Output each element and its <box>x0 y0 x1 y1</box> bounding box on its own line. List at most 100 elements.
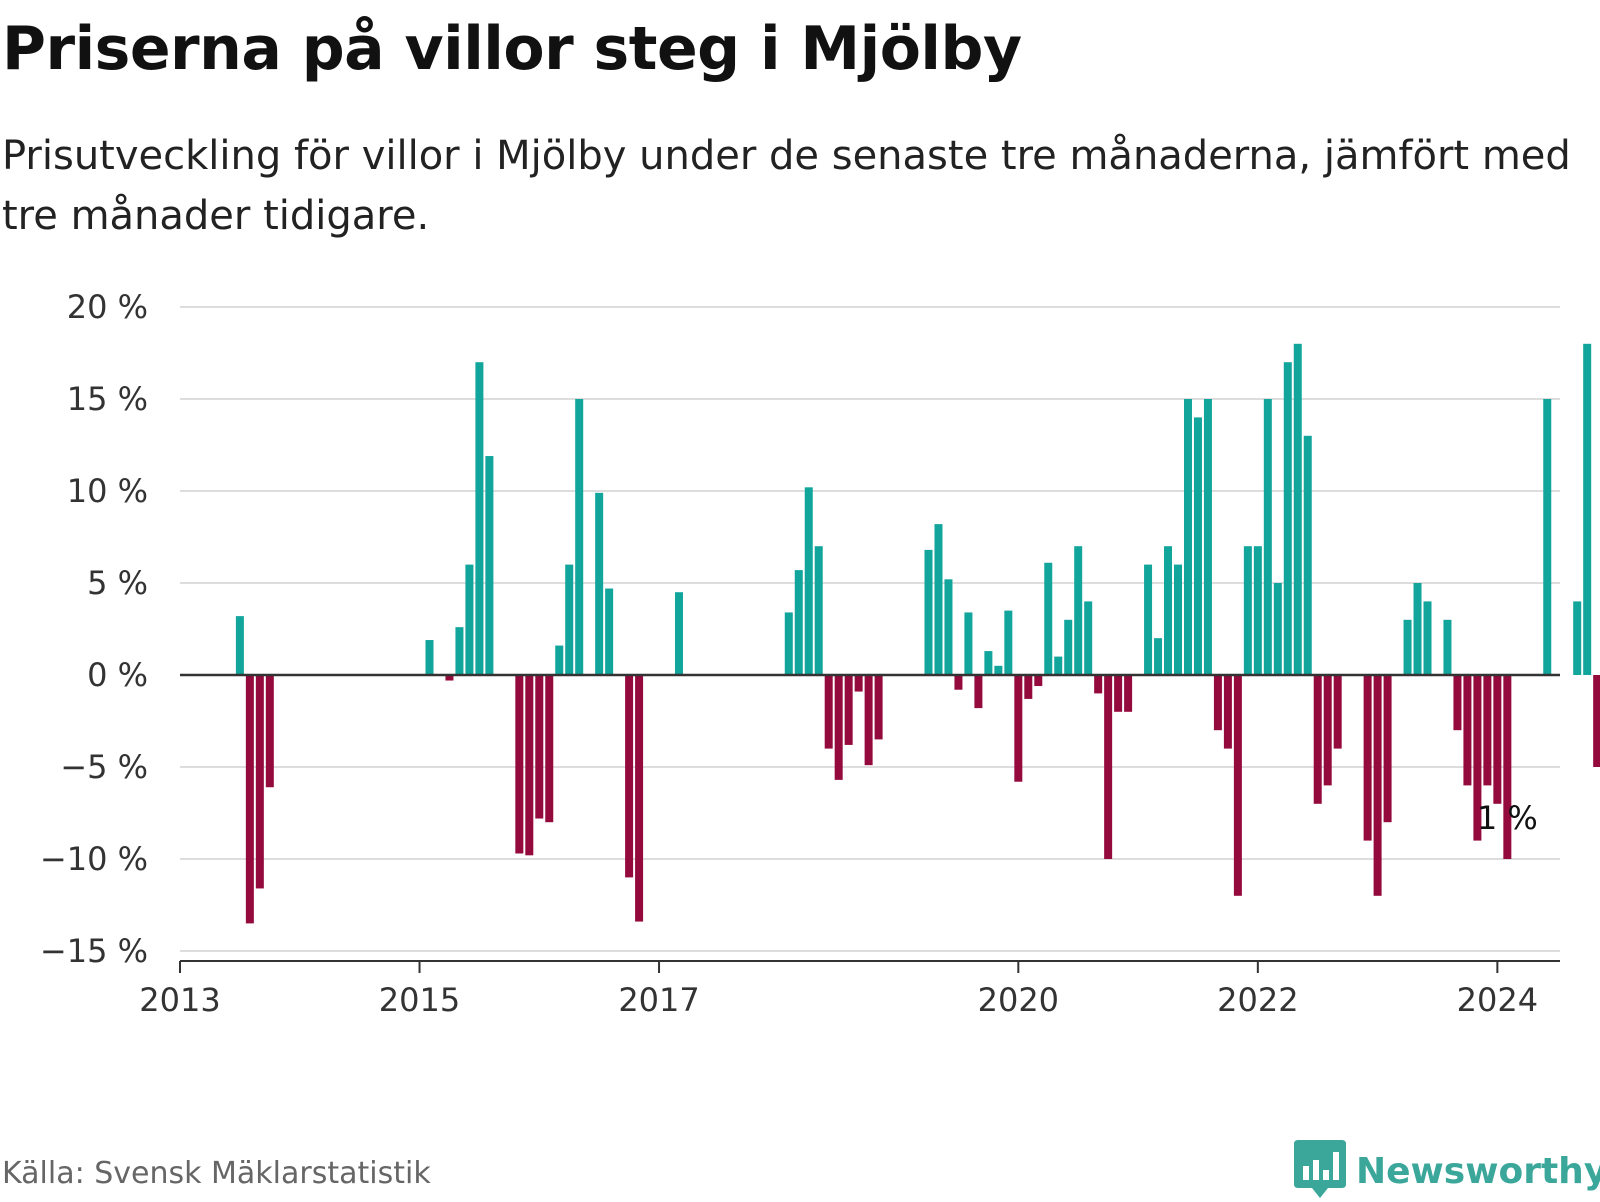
bar <box>635 675 644 922</box>
bar <box>1124 675 1133 712</box>
bar <box>1203 399 1212 675</box>
brand-name: Newsworthy <box>1356 1150 1600 1192</box>
bar <box>605 588 614 675</box>
bar <box>844 675 853 745</box>
chart-title: Priserna på villor steg i Mjölby <box>2 14 1022 84</box>
bar <box>1593 675 1600 767</box>
bar <box>854 675 863 692</box>
bar <box>1253 546 1262 675</box>
bar <box>1193 417 1202 675</box>
bar <box>1024 675 1033 699</box>
bar <box>1174 564 1182 675</box>
bar <box>625 675 634 878</box>
bar <box>1493 675 1502 804</box>
bar <box>874 675 883 740</box>
y-tick-label: 15 % <box>67 380 148 418</box>
bar <box>1573 601 1582 675</box>
bar <box>924 549 933 675</box>
bar <box>1313 675 1322 804</box>
bar <box>964 612 973 675</box>
bar <box>974 675 983 709</box>
bar <box>235 616 244 675</box>
bar <box>1333 675 1342 749</box>
y-tick-label: −15 % <box>40 932 148 970</box>
bar <box>485 456 494 675</box>
bar <box>575 399 584 675</box>
bar <box>1263 399 1272 675</box>
x-tick-label: 2020 <box>978 981 1059 1019</box>
bar <box>1014 675 1023 782</box>
bar <box>954 675 963 690</box>
bar <box>1483 675 1492 786</box>
bar <box>555 645 564 675</box>
bar <box>1273 583 1282 675</box>
bar <box>814 546 823 675</box>
bar <box>1463 675 1472 786</box>
bar <box>1183 399 1192 675</box>
bar <box>525 675 534 856</box>
bar <box>1303 435 1312 675</box>
bar <box>1164 546 1173 675</box>
bar <box>565 564 574 675</box>
x-tick-label: 2024 <box>1457 981 1538 1019</box>
bar <box>1154 638 1163 675</box>
bar <box>1004 610 1013 675</box>
bar <box>1044 562 1053 675</box>
bar <box>1293 343 1302 675</box>
y-tick-label: 5 % <box>87 564 148 602</box>
bar <box>1403 619 1412 675</box>
y-tick-label: −10 % <box>40 840 148 878</box>
bar <box>1383 675 1392 823</box>
bar <box>1283 362 1292 675</box>
bar <box>1144 564 1153 675</box>
bar <box>1084 601 1093 675</box>
bar <box>1213 675 1222 731</box>
y-tick-label: −5 % <box>60 748 148 786</box>
x-tick-label: 2015 <box>379 981 460 1019</box>
bar <box>1423 601 1432 675</box>
bar <box>1034 675 1043 687</box>
bar <box>784 612 793 675</box>
bar <box>1243 546 1252 675</box>
y-tick-label: 20 % <box>67 288 148 326</box>
bar <box>804 487 813 675</box>
bar <box>1413 583 1422 675</box>
newsworthy-logo: Newsworthy <box>1294 1140 1600 1202</box>
bar <box>265 675 274 788</box>
x-tick-label: 2022 <box>1217 981 1298 1019</box>
bar <box>475 362 484 675</box>
bar <box>535 675 544 819</box>
bar <box>1543 399 1552 675</box>
bar <box>515 675 524 854</box>
bar <box>1064 619 1073 675</box>
x-tick-label: 2013 <box>139 981 220 1019</box>
x-tick-label: 2017 <box>618 981 699 1019</box>
bar <box>1453 675 1462 731</box>
bar <box>425 640 434 675</box>
bar <box>934 524 943 675</box>
bar <box>1583 343 1592 675</box>
bar <box>1223 675 1232 749</box>
latest-value-label: 1 % <box>1477 799 1538 837</box>
bar <box>994 665 1003 675</box>
bar <box>455 627 464 675</box>
bar <box>255 675 264 889</box>
bar <box>545 675 554 823</box>
bar <box>1054 656 1063 675</box>
bar <box>675 592 683 675</box>
newsworthy-logo-icon <box>1294 1140 1346 1198</box>
bar <box>824 675 833 749</box>
bar <box>1503 675 1512 859</box>
bar <box>445 675 454 681</box>
bar <box>984 651 993 675</box>
bar <box>834 675 843 780</box>
bar <box>794 570 803 675</box>
bar <box>1074 546 1083 675</box>
bar <box>595 492 604 675</box>
bar <box>864 675 873 766</box>
bar <box>1443 619 1452 675</box>
bar <box>245 675 254 924</box>
source-note: Källa: Svensk Mäklarstatistik <box>2 1156 431 1191</box>
y-tick-label: 0 % <box>87 656 148 694</box>
